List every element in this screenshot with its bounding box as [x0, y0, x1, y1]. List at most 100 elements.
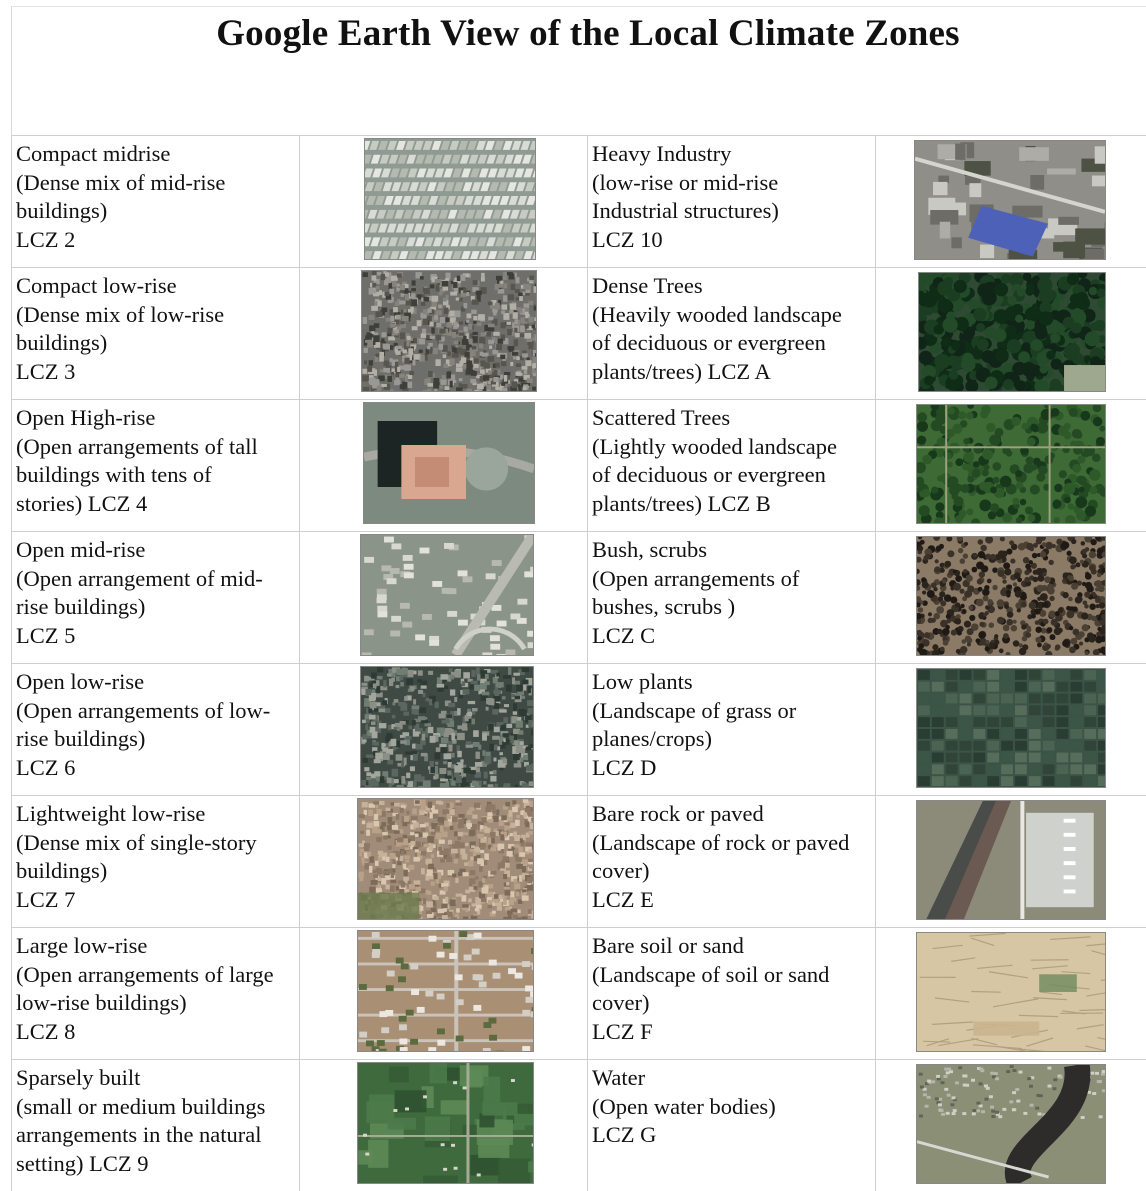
lightweight-lowrise-satellite	[357, 798, 534, 920]
table-row: Open low-rise(Open arrangements of low-r…	[12, 664, 1146, 796]
zone-detail-line: (Heavily wooded landscape	[592, 301, 875, 330]
zone-image-cell	[876, 664, 1146, 796]
zone-detail-line: cover)	[592, 989, 875, 1018]
zone-image-cell	[300, 532, 588, 664]
zone-detail-line: LCZ C	[592, 622, 875, 651]
zone-detail-line: stories) LCZ 4	[16, 490, 299, 519]
zone-detail-line: LCZ 10	[592, 226, 875, 255]
page-title: Google Earth View of the Local Climate Z…	[0, 12, 1146, 55]
dense-trees-satellite	[918, 272, 1106, 392]
zone-name: Compact low-rise	[16, 272, 299, 301]
zone-detail-line: (Open arrangements of tall	[16, 433, 299, 462]
zone-image-cell	[876, 532, 1146, 664]
zone-detail-line: plants/trees) LCZ B	[592, 490, 875, 519]
zone-detail-line: (Open arrangements of low-	[16, 697, 299, 726]
zone-detail-line: LCZ 2	[16, 226, 299, 255]
zone-detail-line: LCZ 6	[16, 754, 299, 783]
zone-detail-line: rise buildings)	[16, 593, 299, 622]
zone-detail-line: setting) LCZ 9	[16, 1150, 299, 1179]
zone-name: Bare soil or sand	[592, 932, 875, 961]
zone-image-cell	[300, 664, 588, 796]
table-row: Open High-rise(Open arrangements of tall…	[12, 400, 1146, 532]
heavy-industry-satellite	[914, 140, 1106, 260]
zone-detail-line: of deciduous or evergreen	[592, 329, 875, 358]
zone-name: Low plants	[592, 668, 875, 697]
zone-description: Water(Open water bodies) LCZ G	[588, 1060, 876, 1191]
zone-detail-line: of deciduous or evergreen	[592, 461, 875, 490]
zone-detail-line: LCZ 8	[16, 1018, 299, 1047]
zone-image-cell	[300, 136, 588, 268]
zone-name: Compact midrise	[16, 140, 299, 169]
large-lowrise-satellite	[357, 930, 534, 1052]
table-row: Large low-rise(Open arrangements of larg…	[12, 928, 1146, 1060]
zone-detail-line: LCZ 5	[16, 622, 299, 651]
zone-detail-line: (Open water bodies)	[592, 1093, 875, 1122]
zone-detail-line: buildings with tens of	[16, 461, 299, 490]
zone-detail-line: (small or medium buildings	[16, 1093, 299, 1122]
zone-name: Water	[592, 1064, 875, 1093]
compact-midrise-satellite	[364, 138, 536, 260]
zone-image-cell	[876, 136, 1146, 268]
zone-detail-line: buildings)	[16, 197, 299, 226]
zone-description: Large low-rise(Open arrangements of larg…	[12, 928, 300, 1060]
zone-detail-line: Industrial structures)	[592, 197, 875, 226]
zone-detail-line: (Landscape of grass or	[592, 697, 875, 726]
zone-image-cell	[300, 400, 588, 532]
zone-image-cell	[300, 268, 588, 400]
zone-description: Open High-rise(Open arrangements of tall…	[12, 400, 300, 532]
zone-description: Open mid-rise(Open arrangement of mid-ri…	[12, 532, 300, 664]
zone-description: Lightweight low-rise(Dense mix of single…	[12, 796, 300, 928]
zone-detail-line: (Dense mix of mid-rise	[16, 169, 299, 198]
zone-detail-line: arrangements in the natural	[16, 1121, 299, 1150]
bare-rock-satellite	[916, 800, 1106, 920]
zone-name: Open High-rise	[16, 404, 299, 433]
table-row: Sparsely built(small or medium buildings…	[12, 1060, 1146, 1191]
zone-image-cell	[300, 928, 588, 1060]
zone-name: Sparsely built	[16, 1064, 299, 1093]
zone-name: Open mid-rise	[16, 536, 299, 565]
zone-detail-line: LCZ 7	[16, 886, 299, 915]
zone-detail-line: LCZ D	[592, 754, 875, 783]
zone-detail-line: cover)	[592, 857, 875, 886]
open-highrise-satellite	[363, 402, 535, 524]
zone-description: Open low-rise(Open arrangements of low-r…	[12, 664, 300, 796]
zone-detail-line: LCZ F	[592, 1018, 875, 1047]
zone-detail-line: LCZ G	[592, 1121, 875, 1150]
zone-image-cell	[300, 1060, 588, 1191]
zone-detail-line: (Open arrangement of mid-	[16, 565, 299, 594]
zone-image-cell	[876, 928, 1146, 1060]
zone-description: Bare soil or sand(Landscape of soil or s…	[588, 928, 876, 1060]
zone-name: Bush, scrubs	[592, 536, 875, 565]
zone-image-cell	[876, 268, 1146, 400]
water-satellite	[916, 1064, 1106, 1184]
table-row: Lightweight low-rise(Dense mix of single…	[12, 796, 1146, 928]
zone-detail-line: buildings)	[16, 329, 299, 358]
zone-name: Bare rock or paved	[592, 800, 875, 829]
zone-image-cell	[876, 400, 1146, 532]
zone-description: Sparsely built(small or medium buildings…	[12, 1060, 300, 1191]
zone-detail-line: LCZ E	[592, 886, 875, 915]
zone-detail-line: buildings)	[16, 857, 299, 886]
zone-name: Heavy Industry	[592, 140, 875, 169]
zone-image-cell	[876, 796, 1146, 928]
sparsely-built-satellite	[357, 1062, 534, 1184]
zone-image-cell	[876, 1060, 1146, 1191]
zone-detail-line: (Dense mix of low-rise	[16, 301, 299, 330]
zone-name: Large low-rise	[16, 932, 299, 961]
zone-detail-line: plants/trees) LCZ A	[592, 358, 875, 387]
zone-name: Lightweight low-rise	[16, 800, 299, 829]
zone-image-cell	[300, 796, 588, 928]
zone-detail-line: (Landscape of soil or sand	[592, 961, 875, 990]
zone-detail-line: (Lightly wooded landscape	[592, 433, 875, 462]
zone-detail-line: (Dense mix of single-story	[16, 829, 299, 858]
zone-detail-line: (Open arrangements of large	[16, 961, 299, 990]
zone-detail-line: low-rise buildings)	[16, 989, 299, 1018]
